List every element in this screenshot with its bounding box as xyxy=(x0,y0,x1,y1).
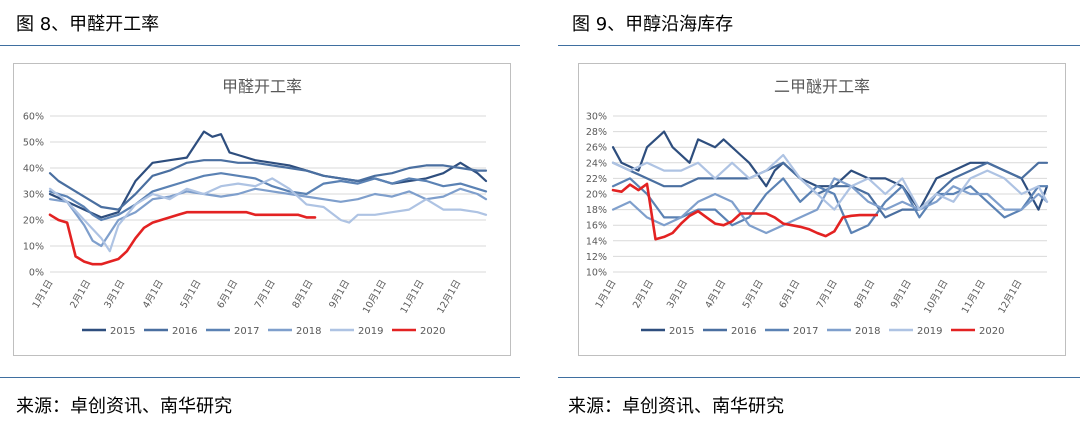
legend-label-2015: 2015 xyxy=(669,326,694,337)
y-tick-label: 26% xyxy=(586,143,607,154)
chart-title: 甲醛开工率 xyxy=(222,77,302,96)
x-tick-label: 5月1日 xyxy=(741,278,766,310)
legend-label-2019: 2019 xyxy=(917,326,942,337)
legend-label-2019: 2019 xyxy=(358,326,383,337)
x-tick-label: 9月1日 xyxy=(889,278,914,310)
legend-label-2016: 2016 xyxy=(172,326,197,337)
source-rule-right xyxy=(558,377,1080,378)
y-tick-label: 60% xyxy=(23,112,44,123)
chart-left: 甲醛开工率 0% 10% 20% 30% 40% 50% 60% 1月1日 2月1日 3月1日 4月1… xyxy=(23,77,488,337)
y-tick-label: 0% xyxy=(29,268,44,279)
x-tick-label: 2月1日 xyxy=(631,278,656,310)
x-tick-label: 5月1日 xyxy=(178,278,203,310)
legend-label-2020: 2020 xyxy=(420,326,445,337)
series-line-2020 xyxy=(611,182,879,241)
x-tick-label: 8月1日 xyxy=(852,278,877,310)
caption-rule-left xyxy=(0,45,520,46)
x-tick-label: 4月1日 xyxy=(141,278,166,310)
x-tick-label: 7月1日 xyxy=(815,278,840,310)
x-tick-label: 2月1日 xyxy=(68,278,93,310)
x-tick-label: 11月1日 xyxy=(960,278,988,316)
y-tick-label: 12% xyxy=(586,252,607,263)
y-tick-label: 22% xyxy=(586,174,607,185)
legend-label-2017: 2017 xyxy=(234,326,259,337)
source-note-right: 来源：卓创资讯、南华研究 xyxy=(568,396,784,417)
y-tick-label: 20% xyxy=(586,190,607,201)
y-tick-label: 18% xyxy=(586,205,607,216)
series-line-2016 xyxy=(48,159,488,211)
x-tick-label: 6月1日 xyxy=(777,278,802,310)
x-tick-label: 10月1日 xyxy=(361,278,389,316)
y-tick-label: 50% xyxy=(23,138,44,149)
legend-label-2020: 2020 xyxy=(979,326,1004,337)
figure-caption-left: 图 8、甲醛开工率 xyxy=(16,14,160,35)
y-tick-label: 30% xyxy=(586,112,607,123)
y-tick-label: 24% xyxy=(586,158,607,169)
legend-label-2018: 2018 xyxy=(296,326,321,337)
series-line-2018 xyxy=(48,187,488,248)
y-tick-label: 28% xyxy=(586,127,607,138)
y-tick-label: 10% xyxy=(586,268,607,279)
legend-label-2018: 2018 xyxy=(855,326,880,337)
x-tick-label: 1月1日 xyxy=(31,278,56,310)
x-tick-label: 12月1日 xyxy=(996,278,1024,316)
series-line-2019 xyxy=(611,153,1049,211)
chart-right: 二甲醚开工率 10% 12% 14% 16% 18% 20% 22% 24% 26% 28% 30% 1… xyxy=(586,77,1049,337)
x-tick-label: 10月1日 xyxy=(922,278,950,316)
y-tick-label: 14% xyxy=(586,236,607,247)
chart-title: 二甲醚开工率 xyxy=(774,77,870,96)
x-tick-label: 4月1日 xyxy=(703,278,728,310)
source-rule-left xyxy=(0,377,520,378)
y-tick-label: 10% xyxy=(23,242,44,253)
x-tick-label: 6月1日 xyxy=(215,278,240,310)
series-line-2019 xyxy=(48,177,488,253)
y-tick-label: 30% xyxy=(23,190,44,201)
x-tick-label: 1月1日 xyxy=(594,278,619,310)
chart-panel-right: 二甲醚开工率 10% 12% 14% 16% 18% 20% 22% 24% 26% 28% 30% 1… xyxy=(578,63,1066,356)
chart-panel-left: 甲醛开工率 0% 10% 20% 30% 40% 50% 60% 1月1日 2月1日 3月1日 4月1… xyxy=(13,63,511,356)
caption-rule-right xyxy=(558,45,1080,46)
y-tick-label: 16% xyxy=(586,221,607,232)
source-note-left: 来源：卓创资讯、南华研究 xyxy=(16,396,232,417)
series-line-2015 xyxy=(48,130,488,219)
series-line-2017 xyxy=(611,177,1049,235)
y-tick-label: 40% xyxy=(23,164,44,175)
x-tick-label: 9月1日 xyxy=(327,278,352,310)
y-tick-label: 20% xyxy=(23,216,44,227)
legend-label-2017: 2017 xyxy=(793,326,818,337)
legend-label-2015: 2015 xyxy=(110,326,135,337)
x-tick-label: 3月1日 xyxy=(665,278,690,310)
series-line-2018 xyxy=(611,177,1049,235)
series-line-2020 xyxy=(48,210,317,266)
x-tick-label: 8月1日 xyxy=(290,278,315,310)
x-tick-label: 11月1日 xyxy=(399,278,427,316)
x-tick-label: 12月1日 xyxy=(435,278,463,316)
legend-label-2016: 2016 xyxy=(731,326,756,337)
series-line-2016 xyxy=(611,161,1049,219)
figure-caption-right: 图 9、甲醇沿海库存 xyxy=(572,14,734,35)
x-tick-label: 7月1日 xyxy=(253,278,278,310)
x-tick-label: 3月1日 xyxy=(102,278,127,310)
